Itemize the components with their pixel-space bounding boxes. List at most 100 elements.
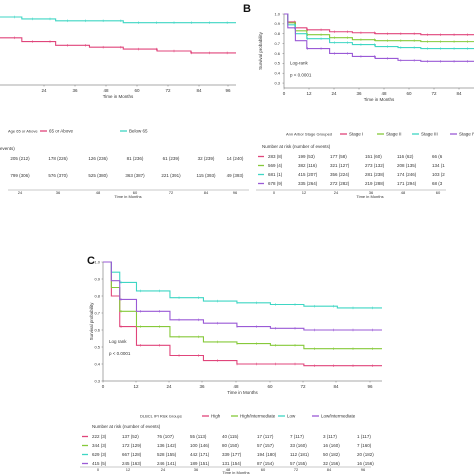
y-tick-label: 0.7 bbox=[274, 41, 280, 46]
legend-label: High bbox=[211, 414, 221, 419]
legend-label: Stage IV bbox=[459, 132, 474, 137]
risk-x-tick-label: 36 bbox=[194, 467, 199, 472]
y-tick-label: 0.3 bbox=[274, 80, 280, 85]
logrank-annotation: p < 0.0001 bbox=[109, 351, 131, 356]
y-tick-label: 0.6 bbox=[94, 327, 100, 332]
panel-a: 24 36 48 60 72 84 96 Time in Months Age 65 or Ab… bbox=[0, 15, 249, 199]
risk-cell: 103 (2 bbox=[432, 172, 445, 177]
risk-x-tick-label: 24 bbox=[18, 190, 23, 195]
risk-x-tick-label: 96 bbox=[233, 190, 238, 195]
risk-cell: 116 (62) bbox=[397, 154, 414, 159]
risk-cell: 57 (155) bbox=[290, 461, 307, 466]
x-tick-label: 36 bbox=[356, 91, 362, 96]
risk-table-title: events) bbox=[0, 146, 15, 151]
risk-table-title: Number at risk (number of events) bbox=[92, 424, 161, 429]
legend-title: Ann Arbor Stage Grouped bbox=[286, 132, 332, 137]
risk-cell: 356 (224) bbox=[330, 172, 350, 177]
risk-x-tick-label: 72 bbox=[294, 467, 299, 472]
x-tick-label: 24 bbox=[41, 88, 47, 93]
legend-label: Stage II bbox=[386, 132, 402, 137]
risk-cell: 134 (1 bbox=[432, 163, 445, 168]
risk-cell: 681 (1) bbox=[268, 172, 283, 177]
y-tick-label: 0.4 bbox=[274, 71, 280, 76]
risk-cell: 339 (177) bbox=[222, 452, 242, 457]
risk-x-tick-label: 60 bbox=[436, 190, 441, 195]
risk-cell: 17 (117) bbox=[257, 434, 274, 439]
risk-cell: 172 (129) bbox=[122, 443, 142, 448]
risk-cell: 131 (154) bbox=[222, 461, 242, 466]
risk-cell: 629 (3) bbox=[92, 452, 107, 457]
y-tick-label: 0.8 bbox=[94, 293, 100, 298]
legend-title: Age 65 or Above bbox=[8, 129, 38, 134]
series-line-low bbox=[103, 261, 382, 309]
x-axis-label: Time in Months bbox=[364, 97, 395, 102]
legend: Ann Arbor Stage Grouped Stage I Stage II St… bbox=[286, 132, 474, 137]
legend-label: High/intermediate bbox=[240, 414, 276, 419]
risk-cell: 199 (53) bbox=[298, 154, 315, 159]
x-tick-label: 24 bbox=[166, 384, 172, 389]
risk-x-tick-label: 24 bbox=[161, 467, 166, 472]
risk-cell: 382 (116) bbox=[298, 163, 317, 168]
risk-table: events) 205 (212) 178 (226) 126 (236) 81 (23… bbox=[0, 146, 249, 199]
panel-letter: C bbox=[87, 255, 95, 267]
risk-cell: 33 (160) bbox=[290, 443, 307, 448]
risk-cell: 57 (157) bbox=[257, 443, 274, 448]
y-axis-label: Survival probability bbox=[89, 302, 94, 341]
risk-cell: 16 (160) bbox=[323, 443, 340, 448]
risk-cell: 415 (207) bbox=[298, 172, 318, 177]
risk-cell: 208 (135) bbox=[397, 163, 417, 168]
legend-label: Below 65 bbox=[129, 129, 148, 134]
risk-cell: 68 (3 bbox=[432, 181, 443, 186]
legend-label: 65 or Above bbox=[49, 129, 74, 134]
y-tick-label: 0.5 bbox=[94, 344, 100, 349]
risk-x-tick-label: 48 bbox=[401, 190, 406, 195]
risk-x-tick-label: 72 bbox=[169, 190, 174, 195]
risk-x-tick-label: 0 bbox=[97, 467, 100, 472]
risk-cell: 221 (391) bbox=[161, 173, 181, 178]
risk-cell: 178 (226) bbox=[48, 156, 68, 161]
risk-cell: 126 (236) bbox=[88, 156, 108, 161]
logrank-annotation: Log-rank bbox=[290, 60, 309, 65]
risk-cell: 678 (9) bbox=[268, 181, 283, 186]
risk-cell: 32 (239) bbox=[198, 156, 215, 161]
panel-letter: B bbox=[243, 3, 251, 15]
risk-cell: 174 (246) bbox=[397, 172, 417, 177]
risk-cell: 189 (151) bbox=[190, 461, 210, 466]
panel-b: B 1.0 0.9 0.8 0.7 0.6 0.5 0.4 0.3 Survival probab… bbox=[243, 3, 474, 199]
x-tick-label: 60 bbox=[267, 384, 273, 389]
x-tick-label: 60 bbox=[134, 88, 140, 93]
y-tick-label: 0.8 bbox=[274, 31, 280, 36]
x-tick-label: 36 bbox=[199, 384, 205, 389]
risk-x-tick-label: 36 bbox=[56, 190, 61, 195]
series-line-stage-iv bbox=[284, 13, 474, 62]
risk-cell: 87 (154) bbox=[257, 461, 274, 466]
risk-table: Number at risk (number of events) 283 (8)… bbox=[256, 144, 446, 199]
risk-x-tick-label: 36 bbox=[369, 190, 374, 195]
risk-cell: 246 (141) bbox=[157, 461, 177, 466]
risk-x-tick-label: 84 bbox=[327, 467, 332, 472]
y-tick-label: 0.6 bbox=[274, 51, 280, 56]
risk-cell: 177 (58) bbox=[330, 154, 347, 159]
series-line-stage-iii bbox=[284, 13, 474, 50]
risk-x-tick-label: 60 bbox=[133, 190, 138, 195]
legend-title: DLBCL IPI Risk Groups bbox=[140, 414, 182, 419]
x-tick-label: 72 bbox=[300, 384, 306, 389]
risk-x-tick-label: 48 bbox=[226, 467, 231, 472]
x-tick-label: 12 bbox=[133, 384, 139, 389]
risk-cell: 272 (282) bbox=[330, 181, 350, 186]
risk-cell: 32 (156) bbox=[323, 461, 340, 466]
x-tick-label: 12 bbox=[306, 91, 312, 96]
risk-x-tick-label: 0 bbox=[273, 190, 276, 195]
risk-cell: 14 (240) bbox=[227, 156, 244, 161]
risk-cell: 321 (127) bbox=[330, 163, 350, 168]
legend-label: Stage I bbox=[349, 132, 363, 137]
y-tick-label: 0.7 bbox=[94, 310, 100, 315]
series-line-high bbox=[103, 261, 382, 367]
risk-cell: 283 (8) bbox=[268, 154, 283, 159]
series-line-65-or-above bbox=[0, 37, 236, 54]
x-axis-label: Time in Months bbox=[103, 94, 134, 99]
risk-cell: 66 (6 bbox=[432, 154, 443, 159]
risk-x-tick-label: 12 bbox=[126, 467, 131, 472]
risk-cell: 20 (182) bbox=[357, 452, 374, 457]
x-tick-label: 84 bbox=[333, 384, 339, 389]
